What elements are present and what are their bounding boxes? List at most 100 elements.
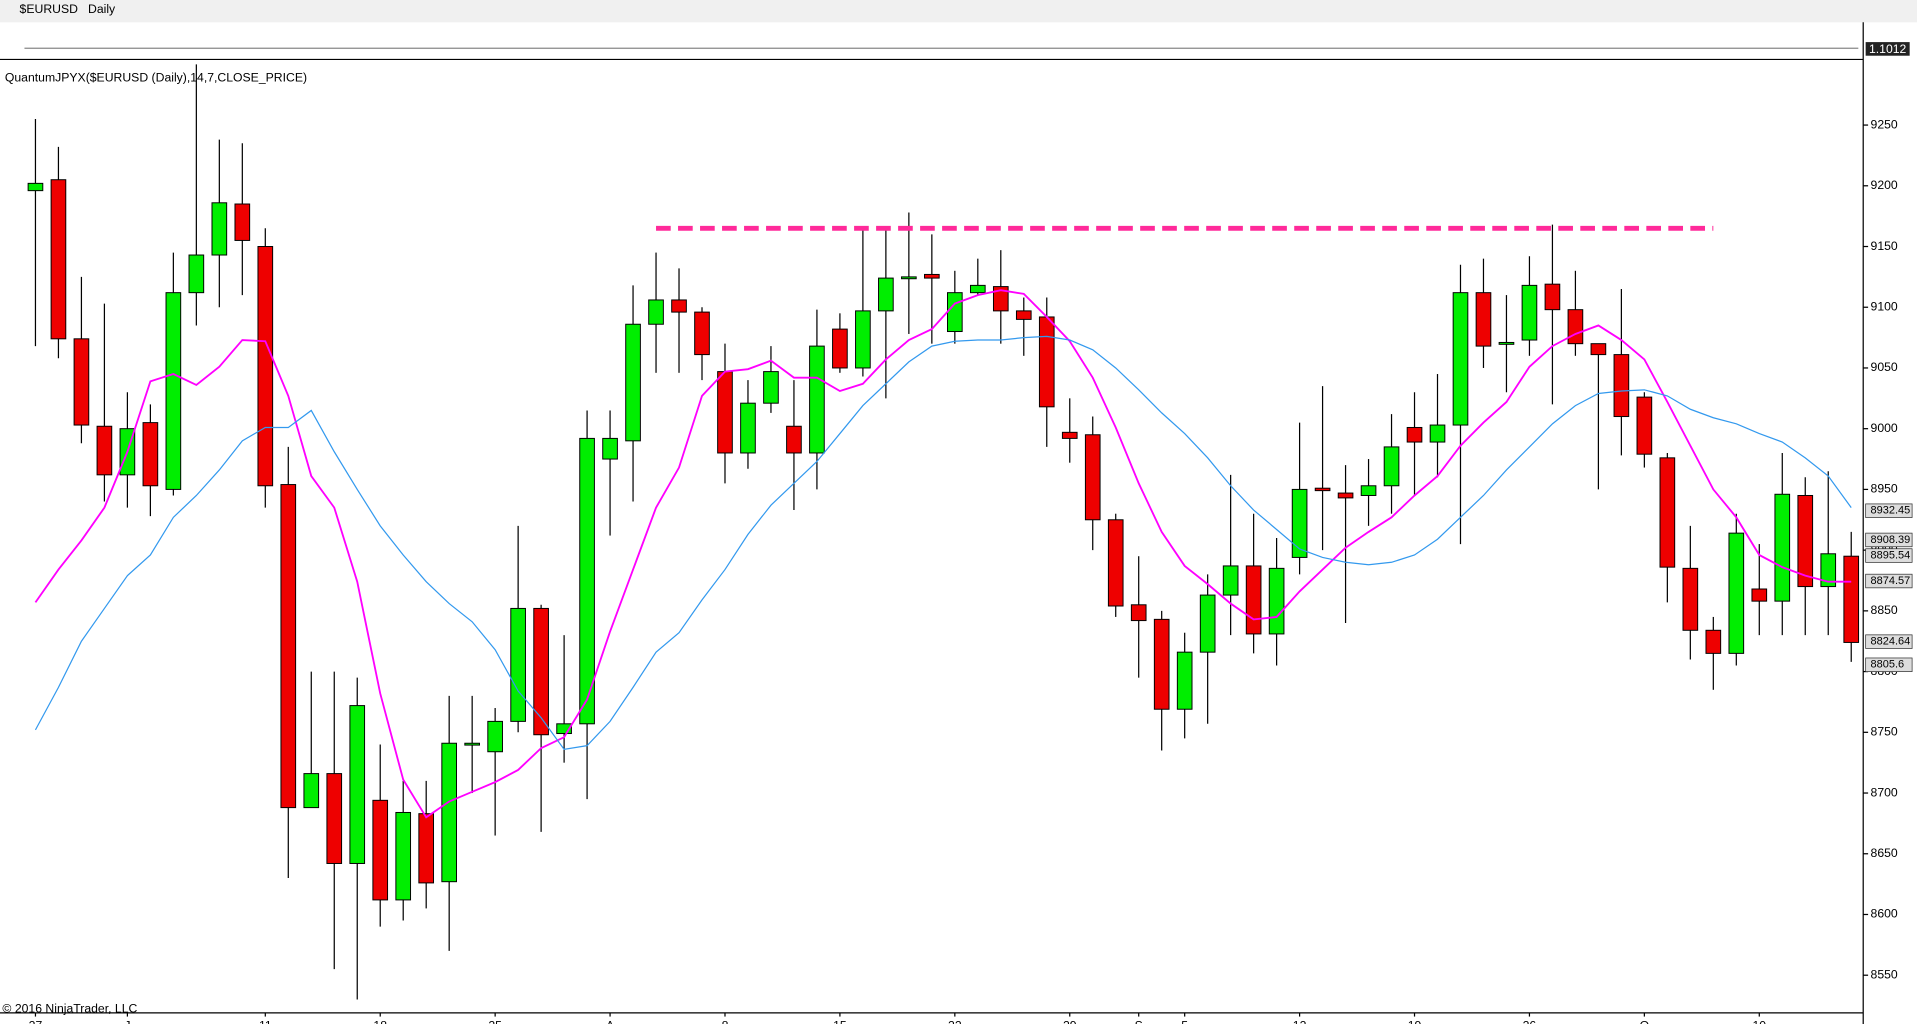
y-tick-label: 8550 xyxy=(1871,967,1898,981)
candle-body xyxy=(579,437,595,725)
candle-body xyxy=(1820,553,1837,588)
candle-body xyxy=(1659,457,1676,568)
price-marker xyxy=(1865,634,1913,649)
period[interactable]: Daily xyxy=(88,2,116,16)
candle-body xyxy=(1774,493,1791,602)
candle-body xyxy=(694,311,710,356)
candle-body xyxy=(1038,316,1055,408)
y-tick-label: 8600 xyxy=(1871,907,1898,921)
candle-body xyxy=(763,371,779,404)
candle-body xyxy=(1130,604,1147,622)
x-tick-label: 19 xyxy=(1408,1019,1422,1024)
price-marker-label: 8805.6 xyxy=(1871,659,1905,671)
price-marker-label: 8908.39 xyxy=(1871,534,1911,546)
y-tick-label: 9250 xyxy=(1871,117,1898,131)
candle-body xyxy=(1751,588,1768,602)
toolbar xyxy=(0,0,1917,23)
candle-body xyxy=(510,607,526,722)
price-marker xyxy=(1865,548,1913,563)
candle-body xyxy=(1728,532,1745,654)
y-tick-label: 8750 xyxy=(1871,725,1898,739)
candle-body xyxy=(50,179,67,340)
candle-body xyxy=(464,742,480,746)
y-tick-label: 8700 xyxy=(1871,785,1898,799)
price-marker-label: 8895.54 xyxy=(1871,549,1911,561)
y-tick-label: 9000 xyxy=(1871,421,1898,435)
candle-body xyxy=(142,422,159,487)
y-tick-label: 9200 xyxy=(1871,178,1898,192)
candle-body xyxy=(1268,567,1285,635)
candle-body xyxy=(280,484,297,809)
x-tick-label: J xyxy=(124,1019,130,1024)
x-tick-label: 15 xyxy=(833,1019,847,1024)
symbol[interactable]: $EURUSD xyxy=(20,2,79,16)
indicator-label: QuantumJPYX($EURUSD (Daily),14,7,CLOSE_P… xyxy=(5,70,307,84)
candle-body xyxy=(602,437,618,460)
candle-body xyxy=(73,338,90,426)
price-marker xyxy=(1865,573,1913,589)
x-tick-label: 11 xyxy=(259,1019,272,1024)
candle-body xyxy=(855,310,871,369)
candle-body xyxy=(1429,424,1446,443)
candle-body xyxy=(1498,341,1515,345)
candle-body xyxy=(1061,431,1078,439)
moving-average xyxy=(34,335,1852,750)
x-tick-label: 10 xyxy=(1752,1019,1766,1024)
candle-body xyxy=(1314,487,1331,492)
candle-body xyxy=(1245,565,1262,635)
overview-price-box xyxy=(1865,42,1910,56)
candle-body xyxy=(1360,485,1377,496)
candle-body xyxy=(533,607,549,736)
moving-average xyxy=(34,289,1852,819)
candle-body xyxy=(1544,283,1561,311)
candle-body xyxy=(1153,618,1170,710)
candle-body xyxy=(487,720,503,753)
price-marker xyxy=(1865,503,1913,518)
candle-body xyxy=(832,328,848,369)
copyright: © 2016 NinjaTrader, LLC xyxy=(2,1001,137,1015)
candle-body xyxy=(326,773,343,864)
y-tick-label: 8650 xyxy=(1871,846,1898,860)
candle-body xyxy=(395,811,412,901)
price-marker xyxy=(1865,657,1913,672)
candle-body xyxy=(740,402,756,454)
candle-body xyxy=(441,742,457,883)
x-tick-label: 5 xyxy=(1181,1019,1188,1024)
price-marker-label: 8824.64 xyxy=(1871,636,1911,648)
candle-body xyxy=(1337,492,1354,499)
y-tick-label: 8850 xyxy=(1871,603,1898,617)
candle-body xyxy=(1176,651,1193,710)
y-tick-label: 9150 xyxy=(1871,239,1898,253)
candle-body xyxy=(418,813,435,884)
candle-body xyxy=(625,323,641,442)
candle-body xyxy=(1015,310,1032,320)
candle-body xyxy=(188,254,205,294)
candle-body xyxy=(1843,555,1860,643)
candle-body xyxy=(1406,426,1423,443)
candle-body xyxy=(372,799,389,901)
x-tick-label: A xyxy=(606,1019,615,1024)
candle-body xyxy=(901,276,917,280)
x-tick-label: 27 xyxy=(29,1019,43,1024)
candle-body xyxy=(211,202,228,256)
candle-body xyxy=(1383,446,1400,487)
price-marker-label: 8874.57 xyxy=(1871,575,1911,587)
candle-body xyxy=(1521,284,1538,341)
candle-body xyxy=(1636,396,1653,455)
x-tick-label: 18 xyxy=(373,1019,387,1024)
candle-body xyxy=(1291,488,1308,558)
candle-body xyxy=(27,182,44,192)
candle-body xyxy=(809,345,825,454)
candle-body xyxy=(1199,594,1216,653)
x-tick-label: 25 xyxy=(488,1019,502,1024)
candle-body xyxy=(303,773,320,809)
candle-body xyxy=(1590,343,1607,356)
x-tick-label: S xyxy=(1135,1019,1143,1024)
candle-body xyxy=(165,292,182,490)
candle-body xyxy=(878,277,894,312)
candle-body xyxy=(648,299,664,325)
x-tick-label: 26 xyxy=(1523,1019,1537,1024)
y-tick-label: 8950 xyxy=(1871,482,1898,496)
